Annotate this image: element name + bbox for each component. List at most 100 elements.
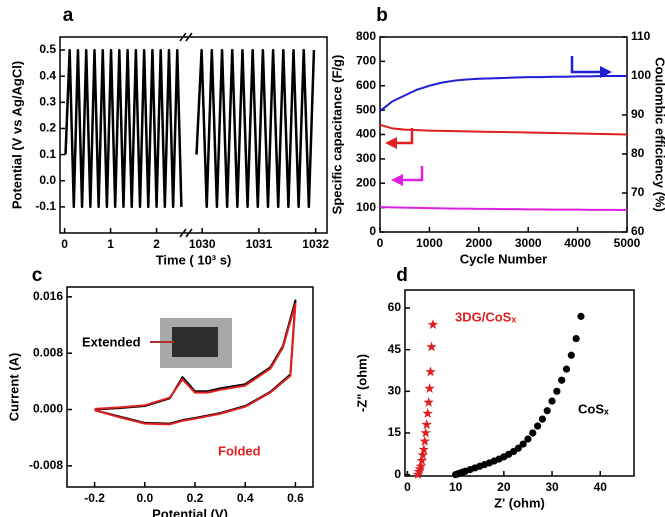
series-annotation: 3DG/CoSₓ [455,309,516,324]
x-axis-title: Z' (ohm) [494,495,545,510]
circle-marker [562,365,571,373]
y-tick-label: 60 [388,300,402,314]
plot-frame [66,286,314,488]
circle-marker [529,429,537,437]
circle-marker [519,440,527,448]
x-tick-label: 1000 [416,236,443,250]
star-marker [426,341,437,352]
series-annotation: Extended [82,334,141,349]
star-marker [421,419,432,430]
series-line [64,48,183,209]
y-axis-title: Potential (V vs Ag/AgCl) [9,61,24,209]
x-tick-label: 20 [497,480,511,494]
x-tick-label: 1030 [189,237,216,251]
y-tick-label: -0.008 [29,458,63,472]
series-line [195,48,316,209]
panel-label: a [63,5,74,26]
x-tick-label: 5000 [614,236,641,250]
y2-tick-label: 90 [631,107,645,121]
y-tick-label: 400 [356,127,376,141]
panel-label: c [32,265,43,286]
circle-marker [558,376,566,384]
y-tick-label: 0.008 [33,345,63,359]
x-tick-label: 4000 [564,236,591,250]
y2-tick-label: 70 [631,185,645,199]
star-marker [420,427,431,438]
x-tick-label: 1 [107,237,114,251]
x-tick-label: 0.6 [287,491,304,505]
panel-label: d [396,265,408,286]
x-axis-title: Time ( 10³ s) [156,252,232,267]
circle-marker [577,312,585,320]
series-annotation: Folded [218,443,261,458]
x-tick-label: 0.4 [237,491,254,505]
x-tick-label: 0 [377,236,384,250]
circle-marker [543,407,551,415]
y-tick-label: 0 [369,224,376,238]
y-tick-label: 0.1 [39,147,56,161]
y-axis-title: Specific capacitance (F/g) [329,55,344,215]
x-tick-label: 0.0 [136,491,153,505]
x-tick-label: 30 [545,480,559,494]
y-axis-title: Current (A) [6,353,21,422]
y-tick-label: 0.2 [39,121,56,135]
star-marker [419,435,430,446]
series-line [379,123,628,136]
y-tick-label: 500 [356,102,376,116]
circle-marker [538,415,547,423]
star-marker [418,444,430,455]
device-photo [150,318,232,368]
x-tick-label: 0.2 [187,491,204,505]
x-tick-label: 3000 [515,236,542,250]
y-tick-label: 100 [356,200,376,214]
y-tick-label: 700 [356,54,376,68]
y-tick-label: 300 [356,151,376,165]
x-axis-title: Cycle Number [460,251,547,266]
panel-label: b [376,5,388,26]
x-tick-label: 1031 [246,237,273,251]
series-line [94,302,297,426]
y-tick-label: 15 [388,425,402,439]
x-tick-label: 40 [594,480,608,494]
circle-marker [524,435,532,443]
star-marker [416,455,428,466]
axis-break [179,31,193,239]
y2-tick-label: 110 [631,29,651,43]
y-tick-label: 600 [356,78,376,92]
x-tick-label: 2000 [465,236,492,250]
star-marker [415,460,427,471]
star-marker [423,396,434,407]
x-tick-label: 10 [449,480,463,494]
y2-axis-title: Coulombic efficiency (%) [653,57,665,212]
x-tick-label: 2 [153,237,160,251]
y-axis-title: -Z" (ohm) [354,354,369,412]
y-tick-label: 0 [394,467,401,481]
y2-tick-label: 100 [631,68,651,82]
star-marker [427,319,439,330]
x-axis-title: Potential (V) [152,506,228,517]
y2-tick-label: 60 [631,224,645,238]
y-tick-label: 30 [388,384,402,398]
series-line [379,206,628,212]
y-tick-label: 0.3 [39,95,56,109]
y-tick-label: 45 [388,342,402,356]
star-marker [425,366,436,377]
star-marker [424,383,435,393]
series-annotation: CoSₓ [578,401,609,416]
circle-marker [567,351,575,359]
circle-marker [514,444,522,452]
y2-tick-label: 80 [631,146,645,160]
y-tick-label: 0.4 [39,68,56,82]
x-tick-label: 0 [404,480,411,494]
y-tick-label: 0.0 [39,173,56,187]
x-tick-label: 1032 [302,237,329,251]
y-tick-label: 800 [356,29,376,43]
circle-marker [548,397,556,405]
y-tick-label: 0.5 [39,42,56,56]
circle-marker [572,334,580,343]
x-tick-label: -0.2 [84,491,105,505]
star-marker [422,408,433,418]
circle-marker [533,422,542,430]
star-marker [417,449,429,460]
